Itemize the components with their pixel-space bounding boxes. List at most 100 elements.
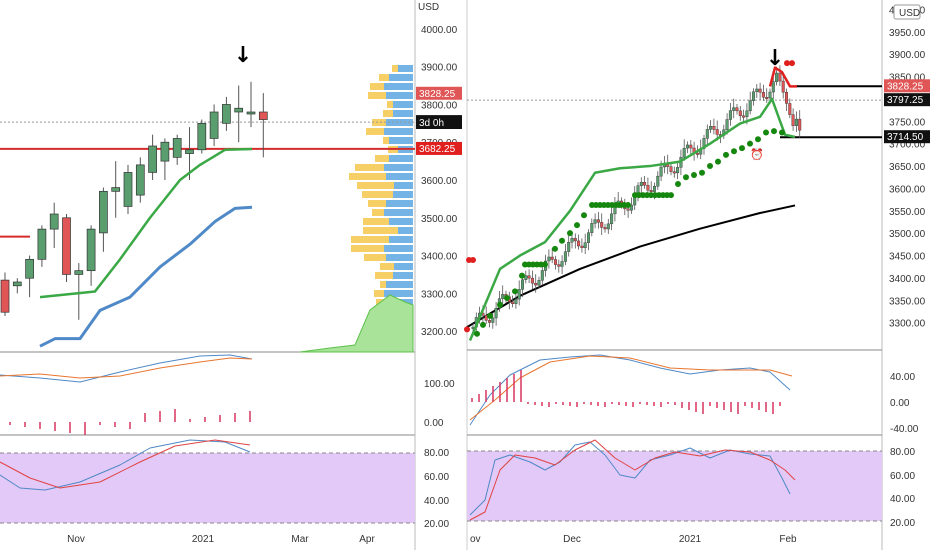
volume-profile-sell [389, 236, 413, 243]
volume-profile-buy [362, 191, 393, 198]
volume-profile-buy [357, 182, 394, 189]
volume-profile-buy [392, 65, 398, 72]
volume-profile-sell [393, 110, 413, 117]
candle-body [209, 111, 219, 139]
psar-dot [779, 129, 785, 136]
volume-profile-buy [355, 164, 384, 171]
volume-profile-buy [375, 155, 389, 162]
candle-body [626, 208, 630, 211]
volume-profile-sell [384, 164, 413, 171]
psar-dot [747, 140, 753, 147]
volume-profile-sell [398, 65, 413, 72]
psar-dot [731, 148, 737, 155]
candle-body [798, 118, 802, 131]
right-y-tick: 3350.00 [889, 296, 926, 307]
volume-profile-buy [366, 128, 384, 135]
psar-dot [668, 192, 674, 199]
candle-body [712, 126, 716, 130]
candle-body [748, 100, 752, 112]
volume-profile-sell [386, 173, 413, 180]
candle-body [573, 238, 577, 242]
psar-dot-red [789, 60, 795, 67]
right-y-tick: 3950.00 [889, 28, 926, 39]
candle-body [676, 167, 680, 174]
candle-body [686, 144, 690, 149]
volume-profile-buy [372, 119, 386, 126]
psar-dot [771, 128, 777, 135]
candle-body [527, 275, 531, 279]
volume-profile-buy [368, 200, 386, 207]
candle-body [577, 240, 581, 247]
volume-profile-sell [384, 83, 413, 90]
right-stoch-tick: 60.00 [890, 471, 915, 482]
candle-body [590, 223, 594, 233]
candle-body [768, 91, 772, 99]
psar-dot [474, 330, 480, 337]
volume-profile-sell [386, 200, 413, 207]
candle-body [745, 110, 749, 117]
left-x-tick: Nov [67, 534, 85, 545]
volume-profile-buy [349, 173, 386, 180]
volume-profile-sell [384, 290, 413, 297]
right-stoch-tick: 40.00 [890, 494, 915, 505]
right-red-line [768, 66, 797, 88]
left-signal-line [0, 357, 253, 379]
psar-dot [574, 222, 580, 229]
left-macd-line [0, 354, 253, 383]
volume-profile-buy [383, 110, 393, 117]
candle-body [111, 187, 121, 192]
candle-body [672, 171, 676, 174]
psar-dot [755, 136, 761, 143]
left-price-tag [416, 141, 462, 155]
down-arrow-icon: ↓ [234, 43, 252, 68]
volume-profile-buy [368, 92, 386, 99]
volume-profile-buy [351, 236, 389, 243]
volume-profile-sell [389, 74, 413, 81]
candle-body [629, 204, 633, 211]
left-price-tag-text: 3828.25 [419, 89, 456, 100]
alarm-icon: ⏰ [750, 147, 764, 161]
candle-body [610, 213, 614, 225]
candle-body [649, 190, 653, 192]
volume-profile-sell [384, 209, 413, 216]
right-y-tick: 3750.00 [889, 117, 926, 128]
volume-profile-buy [379, 74, 389, 81]
left-macd-tick: 0.00 [424, 418, 444, 429]
right-y-tick: 3700.00 [889, 140, 926, 151]
candle-body [646, 184, 650, 191]
candle-body [540, 270, 544, 281]
candle-body [491, 317, 495, 323]
candle-body [653, 186, 657, 192]
left-price-tag-text: 3d 0h [419, 118, 444, 129]
psar-dot [699, 169, 705, 176]
left-macd-tick: 100.00 [424, 379, 455, 390]
candle-body [639, 182, 643, 186]
volume-profile-buy [363, 218, 389, 225]
right-price-tag-text: 3714.50 [887, 132, 924, 143]
volume-profile-buy [380, 281, 386, 288]
right-y-tick: 3300.00 [889, 319, 926, 330]
candle-body [148, 145, 157, 173]
candle-body [521, 279, 525, 290]
candle-body [600, 222, 604, 228]
left-price-tag [416, 116, 462, 129]
volume-profile-sell [389, 218, 413, 225]
left-area-fill [299, 294, 414, 353]
psar-dot [683, 174, 689, 181]
candle-body [715, 129, 719, 135]
candle-body [86, 228, 96, 272]
candle-body [37, 228, 47, 260]
candle-body [643, 182, 647, 186]
candle-body [583, 242, 587, 248]
right-y-tick: 3850.00 [889, 73, 926, 84]
psar-dot [552, 245, 558, 252]
left-stoch-tick: 80.00 [424, 448, 449, 459]
left-y-tick: 3500.00 [421, 214, 458, 225]
volume-profile-buy [383, 137, 389, 144]
candle-body [74, 270, 84, 275]
volume-profile-sell [386, 281, 413, 288]
candle-body [669, 166, 673, 172]
psar-dot [559, 237, 565, 244]
right-stoch-k [469, 441, 791, 516]
right-stoch-tick: 80.00 [890, 447, 915, 458]
